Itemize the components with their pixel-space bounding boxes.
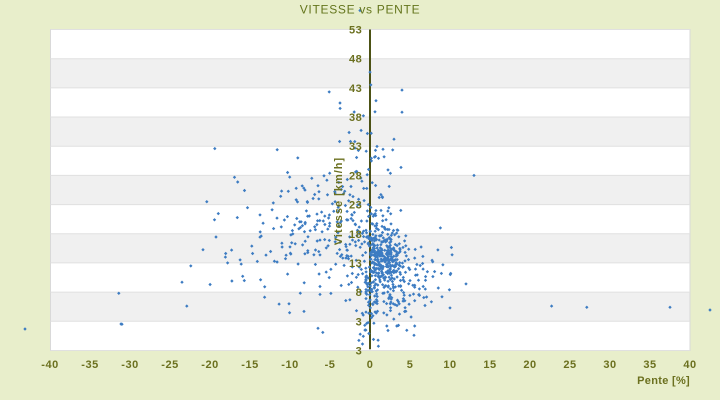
svg-text:3: 3 [356,316,363,328]
svg-text:VITESSE vs PENTE: VITESSE vs PENTE [300,3,421,17]
svg-text:-35: -35 [81,359,98,371]
svg-text:48: 48 [349,54,362,66]
svg-text:-15: -15 [241,359,258,371]
svg-text:33: 33 [349,141,362,153]
svg-text:28: 28 [349,170,362,182]
svg-text:5: 5 [407,359,414,371]
svg-text:20: 20 [523,359,536,371]
svg-text:23: 23 [349,200,362,212]
svg-text:38: 38 [349,112,362,124]
svg-text:25: 25 [563,359,576,371]
svg-text:-30: -30 [121,359,138,371]
svg-text:-5: -5 [325,359,336,371]
svg-text:10: 10 [443,359,456,371]
svg-text:Vitesse [km/h]: Vitesse [km/h] [333,157,345,245]
svg-text:15: 15 [483,359,496,371]
svg-text:18: 18 [349,229,362,241]
svg-text:13: 13 [349,258,362,270]
svg-text:53: 53 [349,25,362,37]
svg-text:-25: -25 [161,359,178,371]
svg-text:35: 35 [643,359,656,371]
svg-text:40: 40 [683,359,696,371]
svg-text:43: 43 [349,83,362,95]
svg-text:8: 8 [356,287,363,299]
svg-text:30: 30 [603,359,616,371]
svg-text:-10: -10 [281,359,298,371]
svg-text:Pente [%]: Pente [%] [637,375,690,387]
svg-text:-40: -40 [41,359,58,371]
svg-text:0: 0 [367,359,374,371]
svg-text:3: 3 [356,346,363,358]
svg-text:-20: -20 [201,359,218,371]
